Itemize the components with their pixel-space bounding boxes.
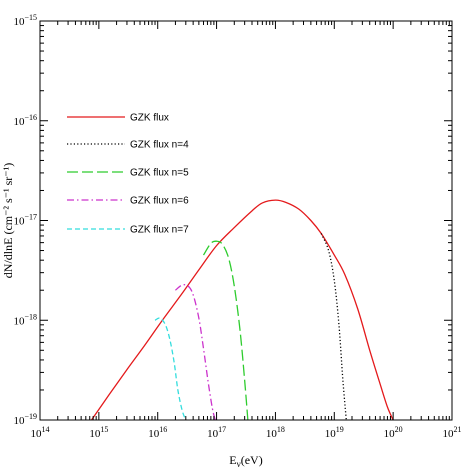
legend-label-1: GZK flux n=4 (130, 140, 189, 151)
x-tick-label: 1017 (207, 425, 226, 440)
series-line-2 (202, 240, 249, 421)
x-tick-labels: 1014 1015 1016 1017 1018 1019 1020 1021 (31, 425, 462, 440)
legend-label-3: GZK flux n=6 (130, 196, 189, 207)
x-tick-label: 1021 (443, 425, 462, 440)
series-group (90, 199, 394, 421)
legend-label-0: GZK flux (130, 113, 169, 124)
series-line-1 (320, 233, 347, 421)
legend-label-2: GZK flux n=5 (130, 168, 189, 179)
legend-label-4: GZK flux n=7 (130, 225, 189, 236)
y-tick-label: 10−17 (13, 213, 37, 228)
y-axis-title: dN/dlnE (cm⁻² s⁻¹ sr⁻¹) (1, 163, 15, 278)
legend: GZK flux GZK flux n=4 GZK flux n=5 GZK flux… (67, 113, 189, 236)
x-tick-label: 1019 (325, 425, 344, 440)
x-tick-label: 1014 (31, 425, 50, 440)
x-tick-label: 1018 (266, 425, 285, 440)
x-tick-label: 1015 (89, 425, 108, 440)
y-tick-label: 10−15 (13, 13, 37, 28)
y-tick-label: 10−18 (13, 312, 37, 327)
x-tick-label: 1016 (148, 425, 167, 440)
x-tick-label: 1020 (384, 425, 403, 440)
y-tick-label: 10−16 (13, 113, 37, 128)
x-axis-title: Eν(eV) (229, 453, 262, 469)
y-tick-labels: 10−19 10−18 10−17 10−16 10−15 (13, 13, 37, 427)
ticks-group (39, 21, 452, 421)
y-tick-label: 10−19 (13, 412, 37, 427)
series-line-3 (175, 284, 216, 421)
series-line-4 (154, 317, 187, 421)
series-line-0 (90, 199, 394, 421)
